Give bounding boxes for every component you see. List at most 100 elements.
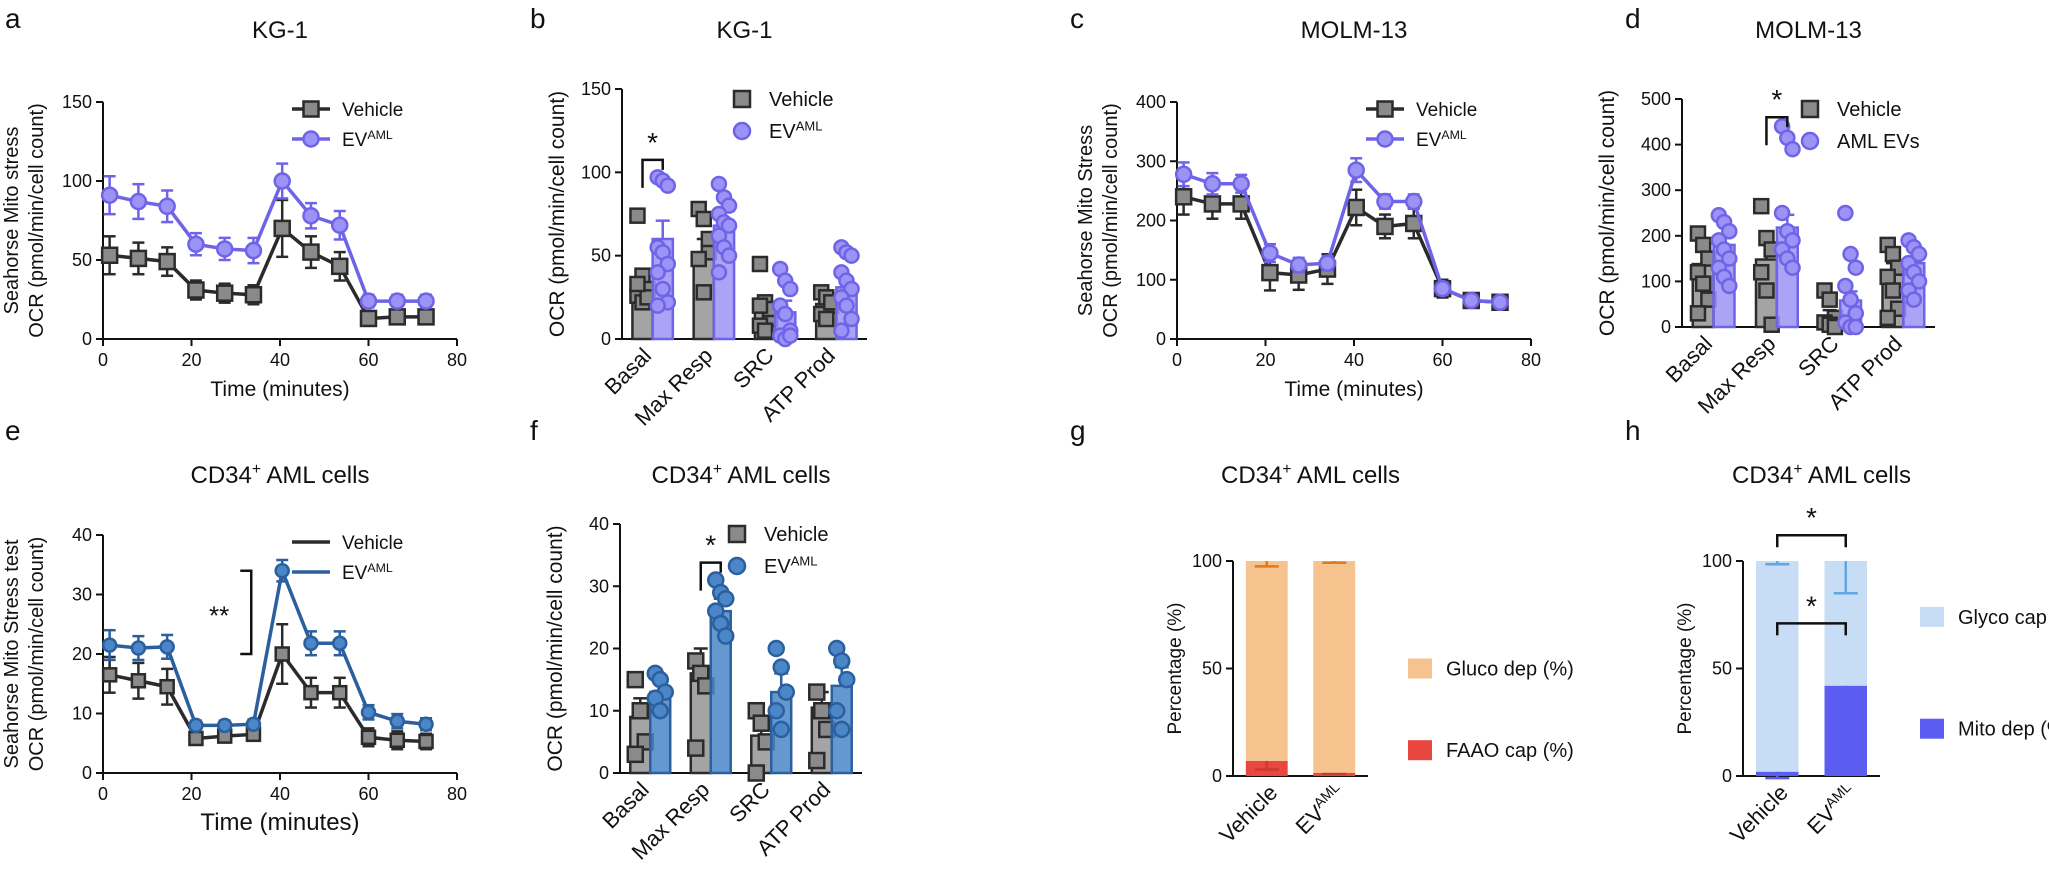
data-point bbox=[330, 216, 349, 234]
data-point bbox=[1884, 282, 1902, 299]
chart-title-main: KG-1 bbox=[716, 17, 772, 44]
series-ev bbox=[1174, 157, 1509, 312]
x-tick-label: 60 bbox=[1432, 350, 1452, 370]
legend-label-main: EV bbox=[342, 130, 368, 151]
chart-title-sup: + bbox=[252, 461, 261, 478]
x-tick-label: 60 bbox=[358, 350, 378, 370]
significance-label: * bbox=[1771, 84, 1782, 115]
data-point bbox=[330, 257, 349, 276]
x-tick-label-main: Vehicle bbox=[1725, 780, 1793, 848]
y-tick-label: 500 bbox=[1641, 89, 1671, 109]
data-point bbox=[1842, 245, 1859, 263]
significance-bracket bbox=[1765, 115, 1789, 146]
legend-label-main: Vehicle bbox=[1416, 100, 1477, 121]
data-point bbox=[1491, 293, 1509, 312]
y-tick-label: 100 bbox=[62, 171, 92, 191]
series-ev bbox=[101, 558, 434, 734]
data-point bbox=[631, 702, 650, 720]
data-point bbox=[130, 640, 147, 656]
data-point bbox=[159, 678, 175, 695]
data-point bbox=[100, 186, 119, 204]
data-point bbox=[777, 683, 795, 701]
legend-marker bbox=[1800, 131, 1820, 151]
data-point bbox=[244, 241, 263, 260]
data-point bbox=[360, 729, 377, 746]
x-tick-label: 20 bbox=[181, 350, 201, 370]
panel-h: CD34+ AML cells h 0 50 100 Percentage (%) Vehi… bbox=[1625, 415, 2049, 848]
y-tick-label: 40 bbox=[72, 525, 92, 545]
bar-segment bbox=[1756, 561, 1799, 772]
legend-label-main: Vehicle bbox=[769, 89, 834, 111]
x-tick-label: Vehicle bbox=[1214, 780, 1282, 848]
legend-label: EVAML bbox=[769, 118, 822, 143]
data-point bbox=[188, 730, 204, 747]
x-tick-label: 40 bbox=[270, 350, 290, 370]
y-tick-label: 150 bbox=[62, 92, 92, 112]
x-tick-label: SRC bbox=[1793, 331, 1844, 382]
data-point bbox=[772, 720, 790, 739]
chart-title: MOLM-13 bbox=[1301, 17, 1408, 44]
y-axis-label: OCR (pmol/min/cell count) bbox=[26, 537, 48, 772]
data-point bbox=[1842, 291, 1859, 308]
data-point bbox=[1821, 291, 1838, 308]
y-tick-label: 0 bbox=[1156, 329, 1166, 349]
data-point bbox=[215, 284, 234, 302]
legend-label: EVAML bbox=[764, 553, 817, 578]
data-point bbox=[303, 684, 319, 701]
data-point bbox=[388, 308, 407, 326]
significance-label: * bbox=[1806, 590, 1817, 621]
y-tick-label: 100 bbox=[1641, 271, 1671, 291]
panel-label: g bbox=[1070, 415, 1086, 446]
legend-label: EVAML bbox=[342, 128, 393, 151]
x-tick-label: 60 bbox=[358, 784, 378, 804]
legend-swatch bbox=[1408, 658, 1432, 679]
y-tick-label: 0 bbox=[1212, 766, 1222, 786]
data-point bbox=[303, 635, 319, 652]
chart-title-main: MOLM-13 bbox=[1301, 17, 1408, 44]
data-point bbox=[716, 589, 735, 608]
legend-label-main: EV bbox=[769, 121, 796, 143]
data-point bbox=[752, 714, 771, 732]
significance-bracket bbox=[1776, 533, 1847, 548]
data-point bbox=[629, 275, 646, 293]
data-point bbox=[1773, 204, 1791, 222]
panel-label: d bbox=[1625, 3, 1641, 34]
data-point bbox=[687, 739, 705, 757]
y-tick-label: 50 bbox=[1202, 659, 1222, 679]
data-point bbox=[1232, 175, 1250, 193]
data-point bbox=[1347, 161, 1365, 179]
significance-label: * bbox=[1806, 502, 1817, 533]
y-tick-label: 50 bbox=[72, 250, 92, 270]
data-point bbox=[1203, 175, 1222, 193]
x-tick-label: 40 bbox=[1344, 350, 1364, 370]
data-point bbox=[1433, 279, 1452, 298]
y-tick-label: 20 bbox=[589, 639, 609, 659]
data-point bbox=[1689, 305, 1707, 322]
data-point bbox=[215, 240, 234, 258]
x-tick-label: Basal bbox=[597, 777, 654, 834]
data-point bbox=[1261, 263, 1279, 282]
chart-title-rest: AML cells bbox=[1802, 462, 1910, 489]
x-tick-label: Basal bbox=[1661, 331, 1718, 388]
data-point bbox=[751, 297, 769, 314]
data-point bbox=[389, 732, 406, 749]
data-point bbox=[1879, 309, 1896, 327]
data-point bbox=[1289, 256, 1308, 274]
x-tick-label: EVAML bbox=[1290, 780, 1350, 840]
panel-c: MOLM-13 c 0 100 200 300 400 0 20 40 60 80 Time (minu… bbox=[1070, 3, 1541, 401]
data-point bbox=[302, 207, 320, 225]
x-tick-label-main: Vehicle bbox=[1214, 780, 1282, 848]
data-point bbox=[274, 646, 290, 662]
data-point bbox=[331, 635, 348, 652]
data-point bbox=[1376, 192, 1394, 211]
y-tick-label: 0 bbox=[82, 763, 92, 783]
y-tick-label: 10 bbox=[72, 704, 92, 724]
chart-title: MOLM-13 bbox=[1755, 17, 1862, 44]
chart-title: KG-1 bbox=[716, 17, 772, 44]
series-ev bbox=[100, 162, 435, 310]
x-tick-label: 20 bbox=[181, 784, 201, 804]
data-point bbox=[720, 247, 738, 264]
data-point bbox=[747, 764, 766, 782]
data-point bbox=[1462, 291, 1481, 310]
data-point bbox=[302, 243, 320, 261]
